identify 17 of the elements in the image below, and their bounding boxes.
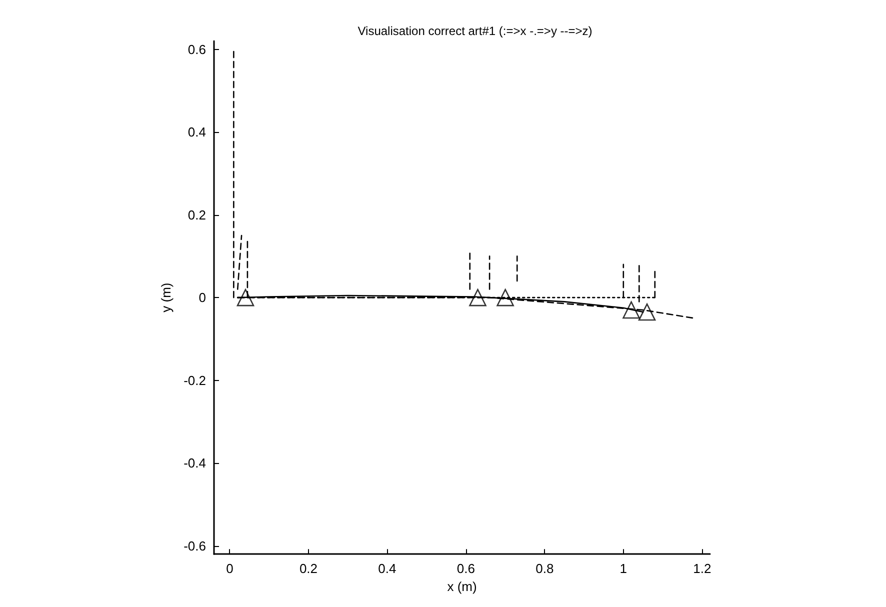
y-tick-label: -0.2 [184, 372, 206, 388]
x-tick-label: 1.2 [693, 561, 712, 576]
y-tick-label: 0.6 [188, 42, 206, 57]
x-tick-label: 0.6 [456, 561, 475, 576]
y-tick-label: 0.4 [188, 124, 206, 140]
x-tick-label: 0 [226, 561, 234, 576]
y-tick-label: 0 [198, 290, 206, 306]
x-tick-label: 1 [620, 561, 628, 576]
x-tick-label: 0.4 [378, 561, 396, 576]
x-axis-title: x (m) [447, 579, 477, 594]
y-tick-label: -0.4 [184, 456, 206, 471]
y-axis-title: y (m) [158, 282, 174, 312]
y-tick-label: 0.2 [188, 207, 206, 222]
x-tick-label: 0.8 [536, 561, 554, 576]
x-tick-label: 0.2 [299, 561, 318, 576]
y-tick-label: -0.6 [184, 538, 206, 554]
chart-title: Visualisation correct art#1 (:=>x -.=>y --=>z) [358, 24, 592, 38]
